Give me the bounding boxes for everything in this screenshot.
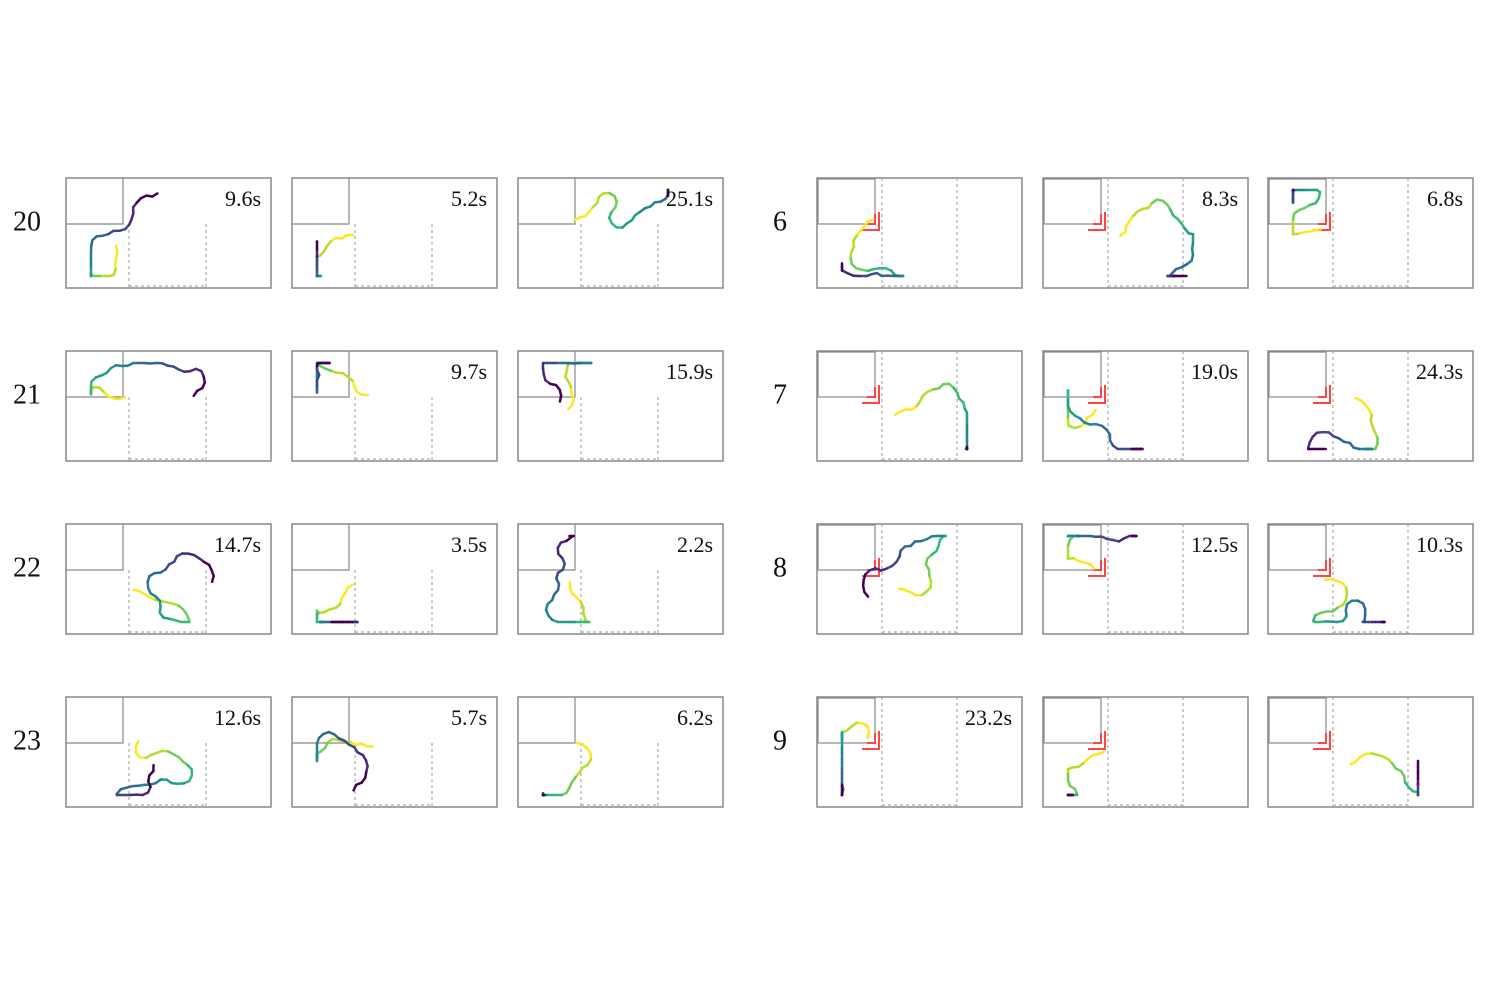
- panel: 15.9s: [518, 351, 723, 461]
- time-label: 15.9s: [666, 359, 713, 384]
- start-box: [1044, 525, 1101, 570]
- start-corner: [66, 697, 123, 743]
- time-label: 6.8s: [1427, 186, 1463, 211]
- goal-marker: [1088, 212, 1105, 230]
- row-label: 23: [13, 725, 41, 756]
- start-corner: [292, 524, 349, 570]
- start-corner: [66, 178, 123, 224]
- panel: 5.7s: [292, 697, 497, 807]
- panel: [817, 178, 1022, 288]
- trajectory-segment: [317, 363, 318, 366]
- panel-frame: [66, 351, 271, 461]
- trajectory-segment: [560, 396, 561, 402]
- panel: 8.3s: [1043, 178, 1248, 288]
- panel: 6.2s: [518, 697, 723, 807]
- panel: 12.6s: [66, 697, 271, 807]
- row-label: 6: [773, 206, 787, 237]
- time-label: 6.2s: [677, 705, 713, 730]
- start-box: [1044, 179, 1101, 224]
- panel: [817, 524, 1022, 634]
- time-label: 24.3s: [1416, 359, 1463, 384]
- start-box: [818, 179, 875, 224]
- time-label: 12.5s: [1191, 532, 1238, 557]
- start-box: [1269, 698, 1326, 743]
- start-corner: [292, 178, 349, 224]
- panel: 23.2s: [817, 697, 1022, 807]
- start-corner: [518, 697, 575, 743]
- trajectory-segment: [194, 391, 197, 396]
- panel: [817, 351, 1022, 461]
- panel: 19.0s: [1043, 351, 1248, 461]
- panel: 3.5s: [292, 524, 497, 634]
- panel-frame: [1268, 697, 1473, 807]
- panel: 14.7s: [66, 524, 271, 634]
- panel: 12.5s: [1043, 524, 1248, 634]
- time-label: 2.2s: [677, 532, 713, 557]
- panel: 9.7s: [292, 351, 497, 461]
- trajectory-segment: [212, 576, 214, 582]
- trajectory-segment: [152, 193, 157, 196]
- time-label: 5.7s: [451, 705, 487, 730]
- panel: 6.8s: [1268, 178, 1473, 288]
- time-label: 12.6s: [214, 705, 261, 730]
- trajectory-segment: [864, 592, 868, 597]
- start-corner: [66, 524, 123, 570]
- time-label: 10.3s: [1416, 532, 1463, 557]
- goal-marker: [1313, 558, 1330, 576]
- start-box: [1269, 352, 1326, 397]
- panel: 5.2s: [292, 178, 497, 288]
- row-label: 9: [773, 725, 787, 756]
- panel: [1043, 697, 1248, 807]
- time-label: 25.1s: [666, 186, 713, 211]
- panel-frame: [1043, 697, 1248, 807]
- panel: 2.2s: [518, 524, 723, 634]
- start-box: [1269, 525, 1326, 570]
- row-label: 20: [13, 206, 41, 237]
- row-label: 21: [13, 379, 41, 410]
- panel: [1268, 697, 1473, 807]
- start-corner: [66, 351, 123, 397]
- time-label: 9.7s: [451, 359, 487, 384]
- time-label: 19.0s: [1191, 359, 1238, 384]
- goal-marker: [1313, 212, 1330, 230]
- start-box: [818, 352, 875, 397]
- goal-marker: [862, 385, 879, 403]
- goal-marker: [1313, 385, 1330, 403]
- panel: [66, 351, 271, 461]
- goal-marker: [862, 558, 879, 576]
- trajectory-segment: [354, 785, 357, 790]
- time-label: 9.6s: [225, 186, 261, 211]
- start-box: [1044, 698, 1101, 743]
- goal-marker: [862, 731, 879, 749]
- start-box: [818, 525, 875, 570]
- panel: 9.6s: [66, 178, 271, 288]
- goal-marker: [1313, 731, 1330, 749]
- start-corner: [518, 524, 575, 570]
- panel: 25.1s: [518, 178, 723, 288]
- time-label: 23.2s: [965, 705, 1012, 730]
- start-box: [818, 698, 875, 743]
- time-label: 14.7s: [214, 532, 261, 557]
- goal-marker: [1088, 385, 1105, 403]
- row-label: 22: [13, 552, 41, 583]
- start-box: [1044, 352, 1101, 397]
- row-label: 8: [773, 552, 787, 583]
- panel: 10.3s: [1268, 524, 1473, 634]
- time-label: 5.2s: [451, 186, 487, 211]
- panel: 24.3s: [1268, 351, 1473, 461]
- panel-frame: [817, 178, 1022, 288]
- time-label: 8.3s: [1202, 186, 1238, 211]
- panel-frame: [817, 351, 1022, 461]
- row-label: 7: [773, 379, 787, 410]
- start-corner: [518, 178, 575, 224]
- time-label: 3.5s: [451, 532, 487, 557]
- goal-marker: [1088, 558, 1105, 576]
- goal-marker: [1088, 731, 1105, 749]
